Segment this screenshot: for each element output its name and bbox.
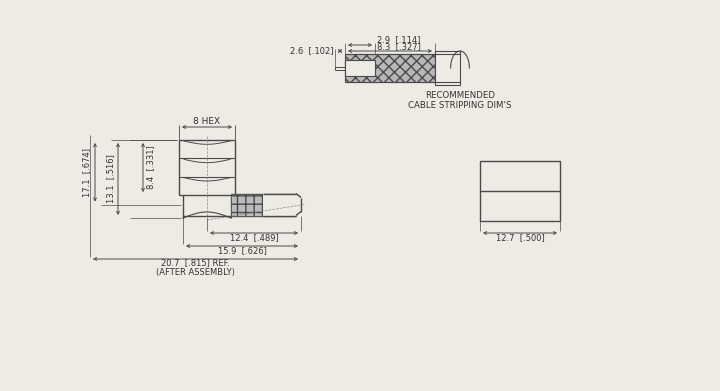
Text: 17.1  [.674]: 17.1 [.674] — [82, 148, 91, 197]
Text: 8 HEX: 8 HEX — [194, 118, 220, 127]
Text: 12.7  [.500]: 12.7 [.500] — [495, 233, 544, 242]
Text: (AFTER ASSEMBLY): (AFTER ASSEMBLY) — [156, 267, 235, 276]
Bar — [231, 194, 263, 215]
Text: 8.4  [.331]: 8.4 [.331] — [146, 145, 155, 189]
Bar — [263, 194, 296, 215]
Text: 2.9  [.114]: 2.9 [.114] — [377, 36, 420, 45]
Text: 20.7  [.815] REF.: 20.7 [.815] REF. — [161, 258, 230, 267]
Text: RECOMMENDED: RECOMMENDED — [425, 91, 495, 100]
Bar — [435, 51, 460, 85]
Text: 2.6  [.102]: 2.6 [.102] — [289, 47, 333, 56]
Bar — [345, 60, 375, 76]
Text: 13.1  [.516]: 13.1 [.516] — [106, 154, 115, 203]
Bar — [480, 161, 560, 221]
Bar — [345, 60, 375, 76]
Bar — [345, 54, 435, 82]
Text: 15.9  [.626]: 15.9 [.626] — [217, 246, 266, 255]
Text: 12.4  [.489]: 12.4 [.489] — [230, 233, 279, 242]
Text: 8.3  [.327]: 8.3 [.327] — [377, 43, 421, 52]
Text: CABLE STRIPPING DIM'S: CABLE STRIPPING DIM'S — [408, 100, 512, 109]
